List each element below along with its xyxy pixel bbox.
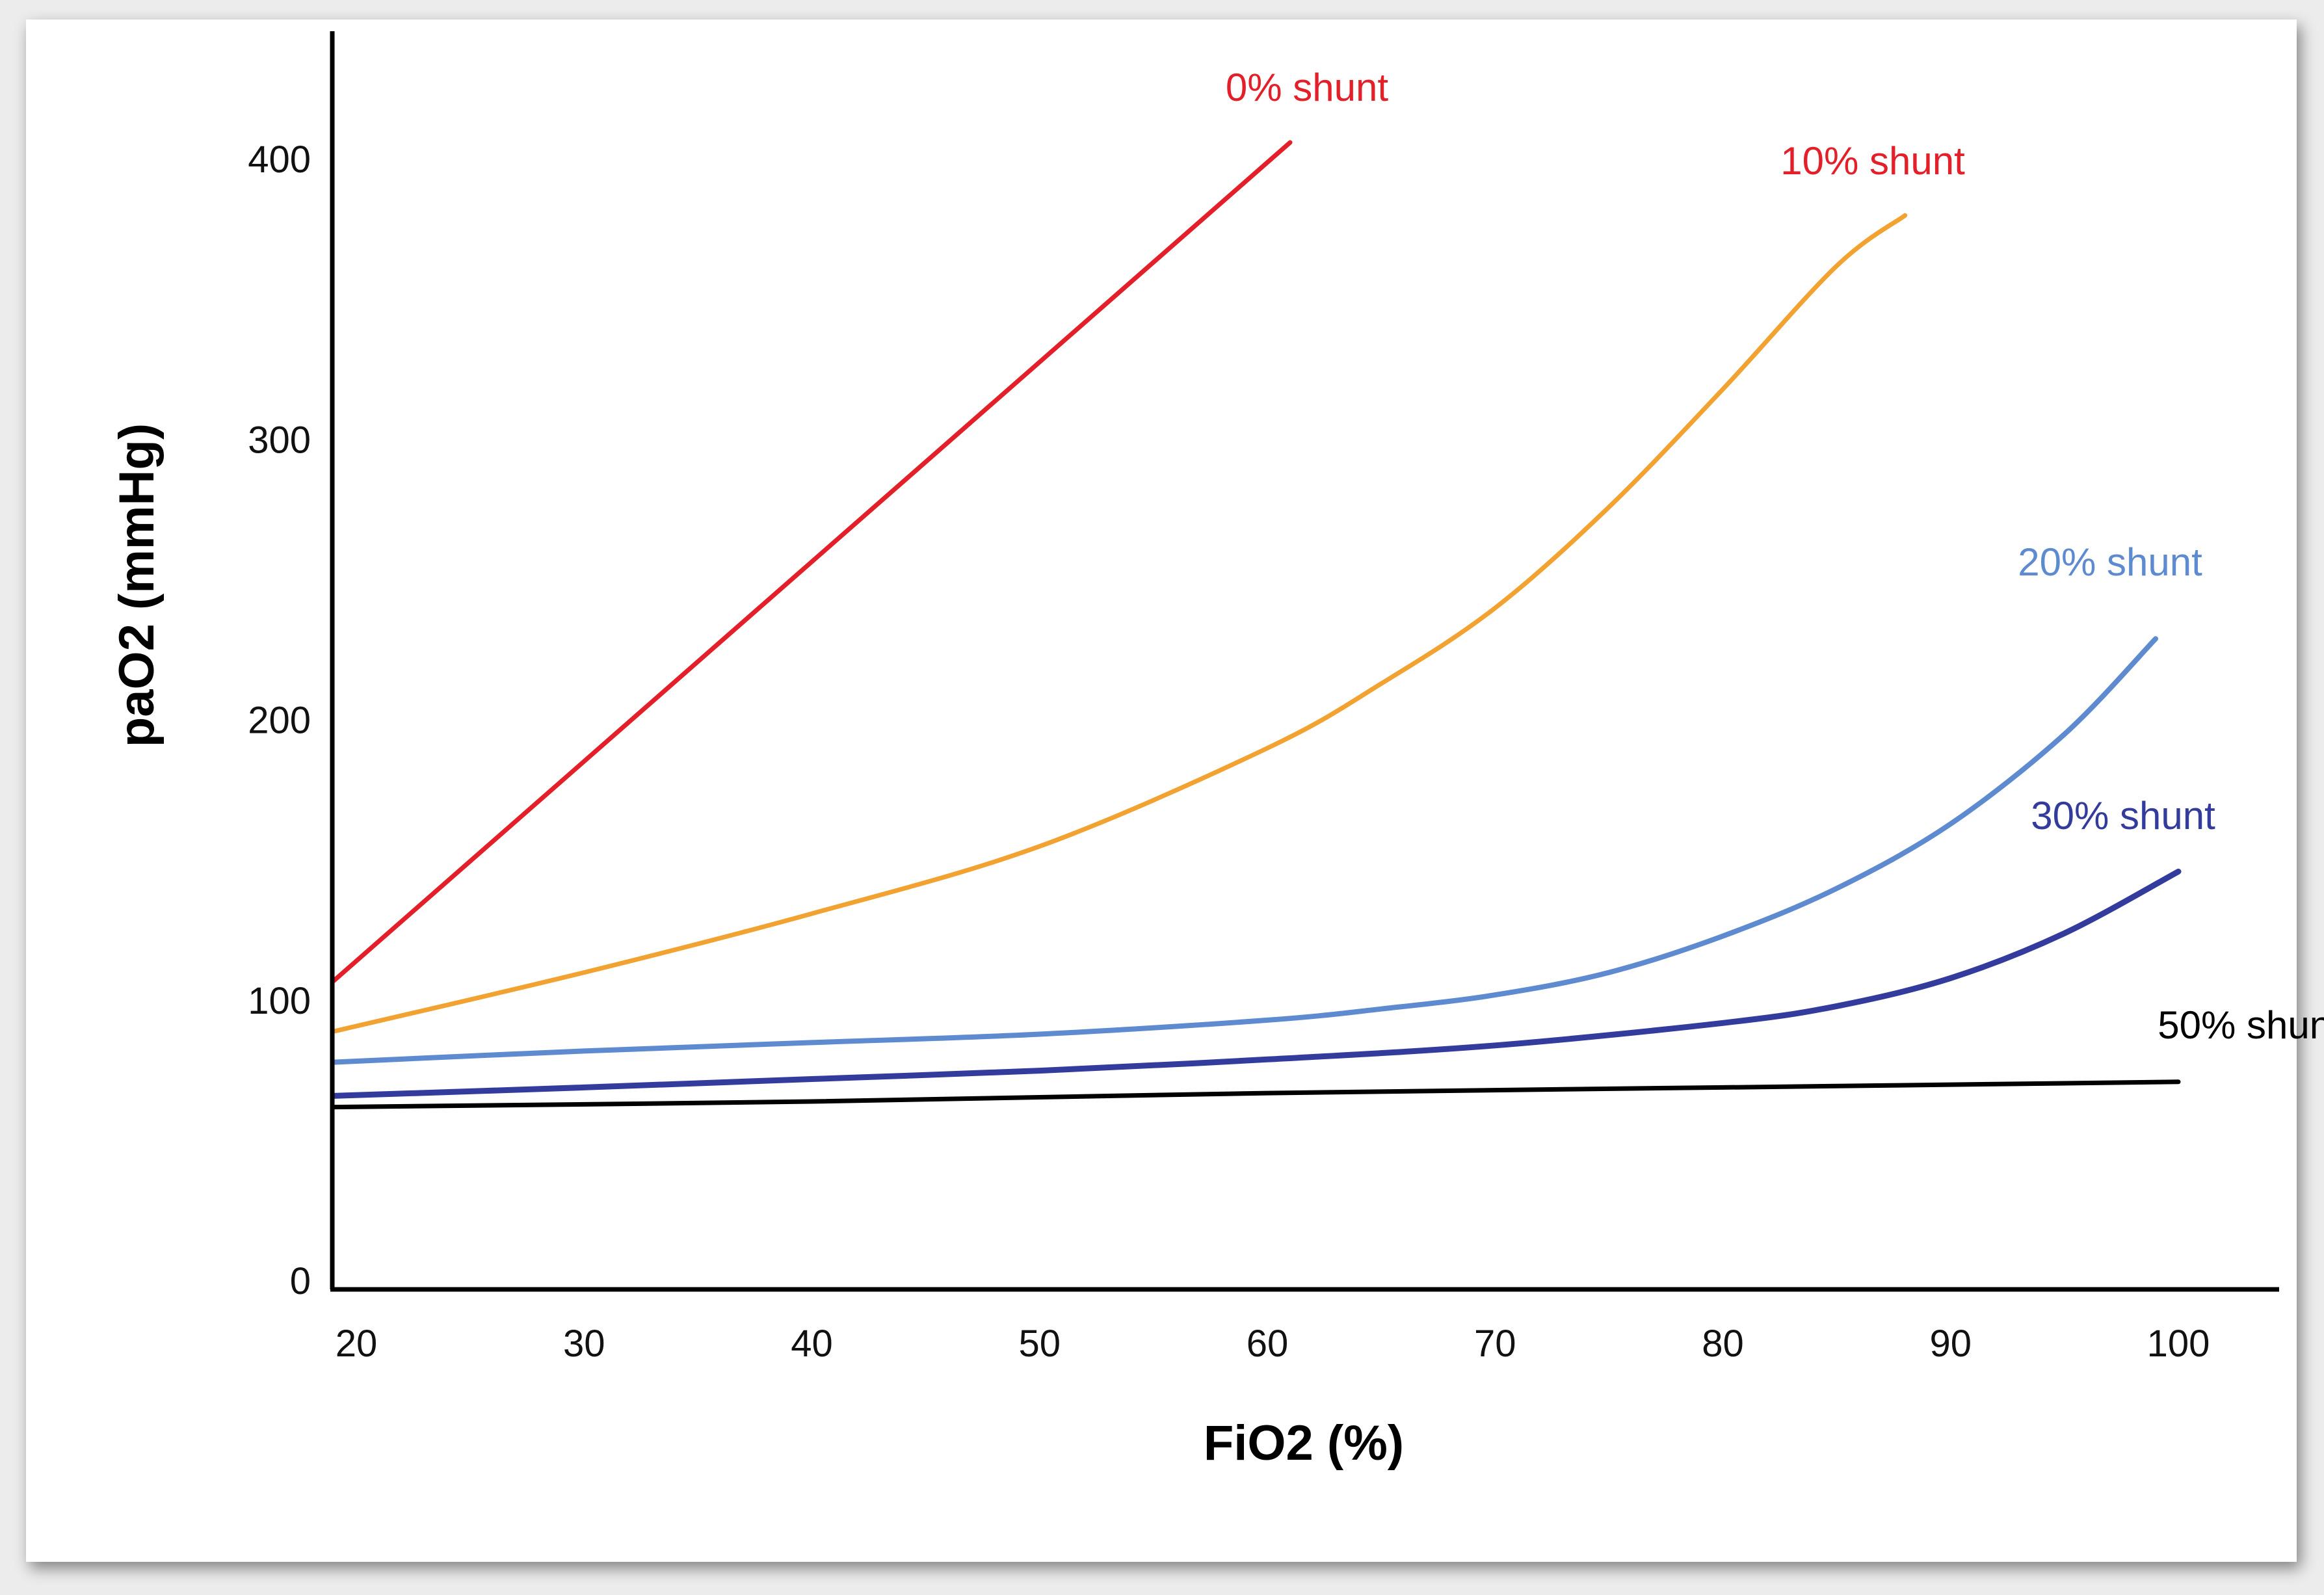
y-tick-label: 400 [248, 138, 311, 181]
series-label-50-pct-shunt: 50% shunt [2158, 1003, 2324, 1047]
series-label-0-pct-shunt: 0% shunt [1226, 66, 1388, 109]
series-layer [330, 140, 2182, 1110]
x-tick-label: 80 [1702, 1323, 1744, 1365]
series-line-20-pct-shunt [331, 636, 2158, 1065]
series-line-50-pct-shunt [331, 1079, 2181, 1110]
y-tick-label: 100 [248, 980, 311, 1022]
x-tick-labels: 20 30 40 50 60 70 80 90 100 [336, 1323, 2210, 1365]
series-label-20-pct-shunt: 20% shunt [2018, 540, 2202, 584]
y-tick-label: 300 [248, 419, 311, 461]
series-label-30-pct-shunt: 30% shunt [2031, 794, 2215, 837]
x-tick-label: 70 [1474, 1323, 1516, 1365]
y-axis-title: paO2 (mmHg) [109, 423, 165, 747]
chart-card [26, 20, 2297, 1562]
series-line-30-pct-shunt [330, 868, 2182, 1099]
x-tick-label: 100 [2147, 1323, 2210, 1365]
x-tick-label: 50 [1018, 1323, 1061, 1365]
x-tick-label: 90 [1929, 1323, 1972, 1365]
y-tick-label: 200 [248, 700, 311, 742]
x-axis-title: FiO2 (%) [1204, 1416, 1404, 1471]
series-label-10-pct-shunt: 10% shunt [1780, 139, 1965, 183]
x-tick-label: 20 [336, 1323, 378, 1365]
x-tick-label: 40 [791, 1323, 833, 1365]
y-tick-labels: 0 100 200 300 400 [248, 138, 311, 1302]
series-line-10-pct-shunt [331, 213, 1908, 1034]
series-labels: 0% shunt 10% shunt 20% shunt 30% shunt 50% s… [1226, 66, 2324, 1047]
x-tick-label: 60 [1247, 1323, 1289, 1365]
series-line-0-pct-shunt [331, 140, 1293, 984]
axes-layer [330, 31, 2279, 1292]
y-tick-label: 0 [290, 1260, 311, 1302]
x-tick-label: 30 [563, 1323, 605, 1365]
